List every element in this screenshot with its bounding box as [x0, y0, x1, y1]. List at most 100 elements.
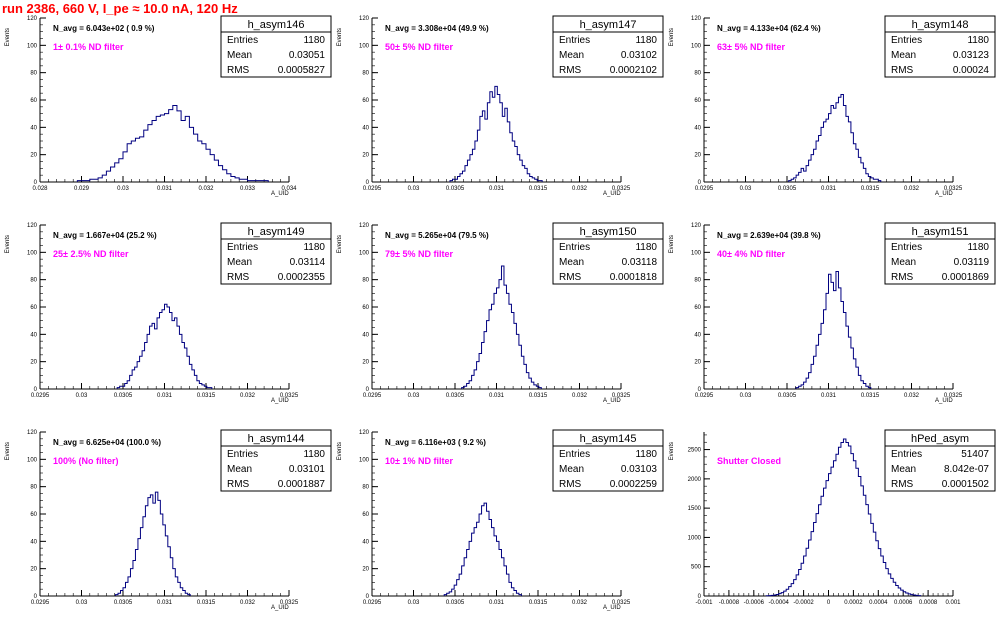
- x-tick-label: 0.03: [408, 600, 420, 606]
- x-tick-label: 0.0325: [612, 600, 631, 606]
- x-tick-label: 0.029: [74, 186, 90, 192]
- y-tick-label: 60: [362, 305, 369, 311]
- x-tick-label: 0.0315: [197, 393, 216, 399]
- y-tick-label: 120: [691, 16, 702, 22]
- histogram-line: [788, 94, 882, 182]
- x-tick-label: 0.032: [572, 186, 588, 192]
- x-tick-label: 0.0295: [363, 393, 382, 399]
- x-tick-label: 0.0295: [695, 186, 714, 192]
- y-tick-label: 2000: [688, 477, 702, 483]
- histogram-line: [765, 438, 922, 597]
- histogram-line: [115, 491, 191, 596]
- y-tick-label: 80: [30, 278, 37, 284]
- y-tick-label: 0: [366, 180, 370, 186]
- histogram-panel-asym151: 0 20 40 60 80 100 120 0.0295 0.03 0.0305 0.031 0.03…: [664, 207, 996, 414]
- x-axis-label: A_UID: [935, 191, 953, 197]
- y-tick-label: 20: [362, 567, 369, 573]
- y-tick-label: 120: [27, 223, 38, 229]
- histogram-line: [461, 265, 542, 389]
- x-tick-label: 0.0305: [778, 393, 797, 399]
- y-tick-label: 0: [698, 387, 702, 393]
- stats-value-mean: 0.03051: [289, 50, 326, 61]
- x-tick-label: 0.03: [76, 393, 88, 399]
- y-tick-label: 40: [362, 539, 369, 545]
- stats-value-mean: 0.03114: [290, 257, 326, 268]
- y-tick-label: 100: [27, 43, 38, 49]
- x-tick-label: 0.03: [76, 600, 88, 606]
- stats-value-rms: 0.0001887: [278, 479, 326, 490]
- histogram-name: h_asym146: [248, 19, 305, 31]
- stats-value-entries: 1180: [303, 242, 325, 253]
- x-tick-label: 0.031: [157, 393, 173, 399]
- histogram-name: h_asym147: [580, 19, 637, 31]
- histogram-svg: 0 20 40 60 80 100 120 0.0295 0.03 0.0305 0.031 0.03…: [669, 15, 996, 197]
- y-tick-label: 20: [694, 360, 701, 366]
- histogram-svg: 0 20 40 60 80 100 120 0.0295 0.03 0.0305 0.031 0.03…: [337, 429, 664, 611]
- histogram-panel-asym147: 0 20 40 60 80 100 120 0.0295 0.03 0.0305 0.031 0.03…: [332, 0, 664, 207]
- y-axis-label: Events: [337, 28, 343, 46]
- y-tick-label: 0: [34, 387, 38, 393]
- y-axis-label: Events: [5, 235, 11, 253]
- y-tick-label: 100: [27, 250, 38, 256]
- n-avg-annotation: N_avg = 6.043e+02 ( 0.9 %): [53, 24, 155, 33]
- stats-box: [220, 238, 332, 285]
- y-tick-label: 60: [362, 98, 369, 104]
- filter-label: 79± 5% ND filter: [385, 249, 453, 259]
- stats-value-rms: 0.0002102: [610, 65, 658, 76]
- histogram-panel-asym144: 0 20 40 60 80 100 120 0.0295 0.03 0.0305 0.031 0.03…: [0, 414, 332, 621]
- x-tick-label: 0.0325: [280, 600, 299, 606]
- y-tick-label: 20: [362, 360, 369, 366]
- histogram-panel-asym145: 0 20 40 60 80 100 120 0.0295 0.03 0.0305 0.031 0.03…: [332, 414, 664, 621]
- histogram-line: [76, 104, 269, 182]
- y-tick-label: 20: [30, 567, 37, 573]
- stats-value-rms: 0.0001502: [942, 479, 990, 490]
- stats-value-mean: 0.03118: [622, 257, 658, 268]
- histogram-panel-asym148: 0 20 40 60 80 100 120 0.0295 0.03 0.0305 0.031 0.03…: [664, 0, 996, 207]
- x-tick-label: 0.031: [489, 393, 505, 399]
- stats-label-rms: RMS: [891, 65, 914, 76]
- x-tick-label: 0: [827, 600, 831, 606]
- x-tick-label: 0.0325: [280, 393, 299, 399]
- y-axis-label: Events: [337, 442, 343, 460]
- x-tick-label: 0.031: [489, 600, 505, 606]
- x-tick-label: 0.032: [572, 600, 588, 606]
- y-tick-label: 100: [359, 250, 370, 256]
- y-tick-label: 60: [362, 512, 369, 518]
- histogram-name: h_asym151: [912, 226, 969, 238]
- stats-label-rms: RMS: [227, 65, 250, 76]
- stats-box: [884, 445, 996, 492]
- y-tick-label: 60: [694, 305, 701, 311]
- x-tick-label: 0.0295: [31, 393, 50, 399]
- filter-label: 50± 5% ND filter: [385, 42, 453, 52]
- histogram-svg: 0 20 40 60 80 100 120 0.0295 0.03 0.0305 0.031 0.03…: [5, 222, 332, 404]
- histogram-line: [795, 270, 872, 389]
- histogram-name: h_asym150: [580, 226, 637, 238]
- stats-label-rms: RMS: [559, 479, 582, 490]
- y-tick-label: 80: [30, 485, 37, 491]
- x-tick-label: 0.03: [740, 393, 752, 399]
- histogram-panel-asym146: 0 20 40 60 80 100 120 0.028 0.029 0.03 0.031 0.032 0…: [0, 0, 332, 207]
- x-tick-label: -0.0006: [744, 600, 765, 606]
- stats-box: [884, 238, 996, 285]
- histogram-name: h_asym149: [248, 226, 305, 238]
- x-tick-label: 0.03: [740, 186, 752, 192]
- histogram-line: [449, 85, 543, 182]
- filter-label: Shutter Closed: [717, 456, 781, 466]
- stats-value-rms: 0.0005827: [278, 65, 326, 76]
- y-tick-label: 20: [694, 153, 701, 159]
- stats-label-mean: Mean: [559, 464, 584, 475]
- x-tick-label: 0.0305: [778, 186, 797, 192]
- x-tick-label: -0.0002: [793, 600, 814, 606]
- y-tick-label: 40: [362, 332, 369, 338]
- filter-label: 25± 2.5% ND filter: [53, 249, 129, 259]
- x-tick-label: 0.0008: [919, 600, 938, 606]
- stats-label-rms: RMS: [891, 272, 914, 283]
- y-tick-label: 80: [362, 278, 369, 284]
- y-tick-label: 80: [362, 485, 369, 491]
- x-tick-label: 0.032: [904, 393, 920, 399]
- stats-label-rms: RMS: [559, 65, 582, 76]
- stats-label-entries: Entries: [559, 242, 590, 253]
- x-tick-label: 0.0305: [446, 600, 465, 606]
- stats-label-entries: Entries: [227, 449, 258, 460]
- y-tick-label: 0: [34, 180, 38, 186]
